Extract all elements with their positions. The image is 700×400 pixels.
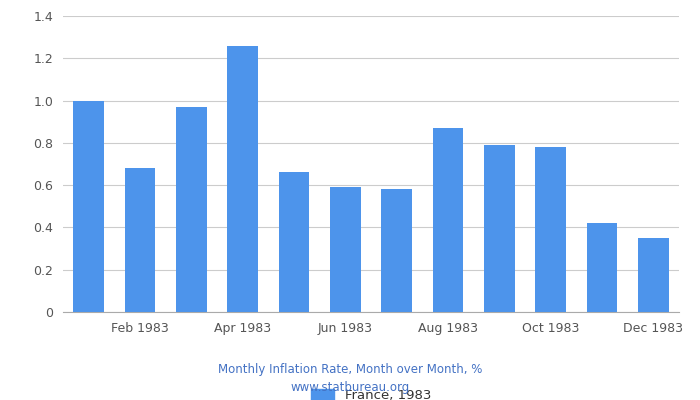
Bar — [125, 168, 155, 312]
Bar — [382, 189, 412, 312]
Bar — [484, 145, 514, 312]
Bar — [279, 172, 309, 312]
Bar — [587, 223, 617, 312]
Legend: France, 1983: France, 1983 — [305, 384, 437, 400]
Bar — [176, 107, 206, 312]
Text: www.statbureau.org: www.statbureau.org — [290, 381, 410, 394]
Bar — [74, 100, 104, 312]
Text: Monthly Inflation Rate, Month over Month, %: Monthly Inflation Rate, Month over Month… — [218, 364, 482, 376]
Bar — [228, 46, 258, 312]
Bar — [330, 187, 360, 312]
Bar — [638, 238, 668, 312]
Bar — [433, 128, 463, 312]
Bar — [536, 147, 566, 312]
